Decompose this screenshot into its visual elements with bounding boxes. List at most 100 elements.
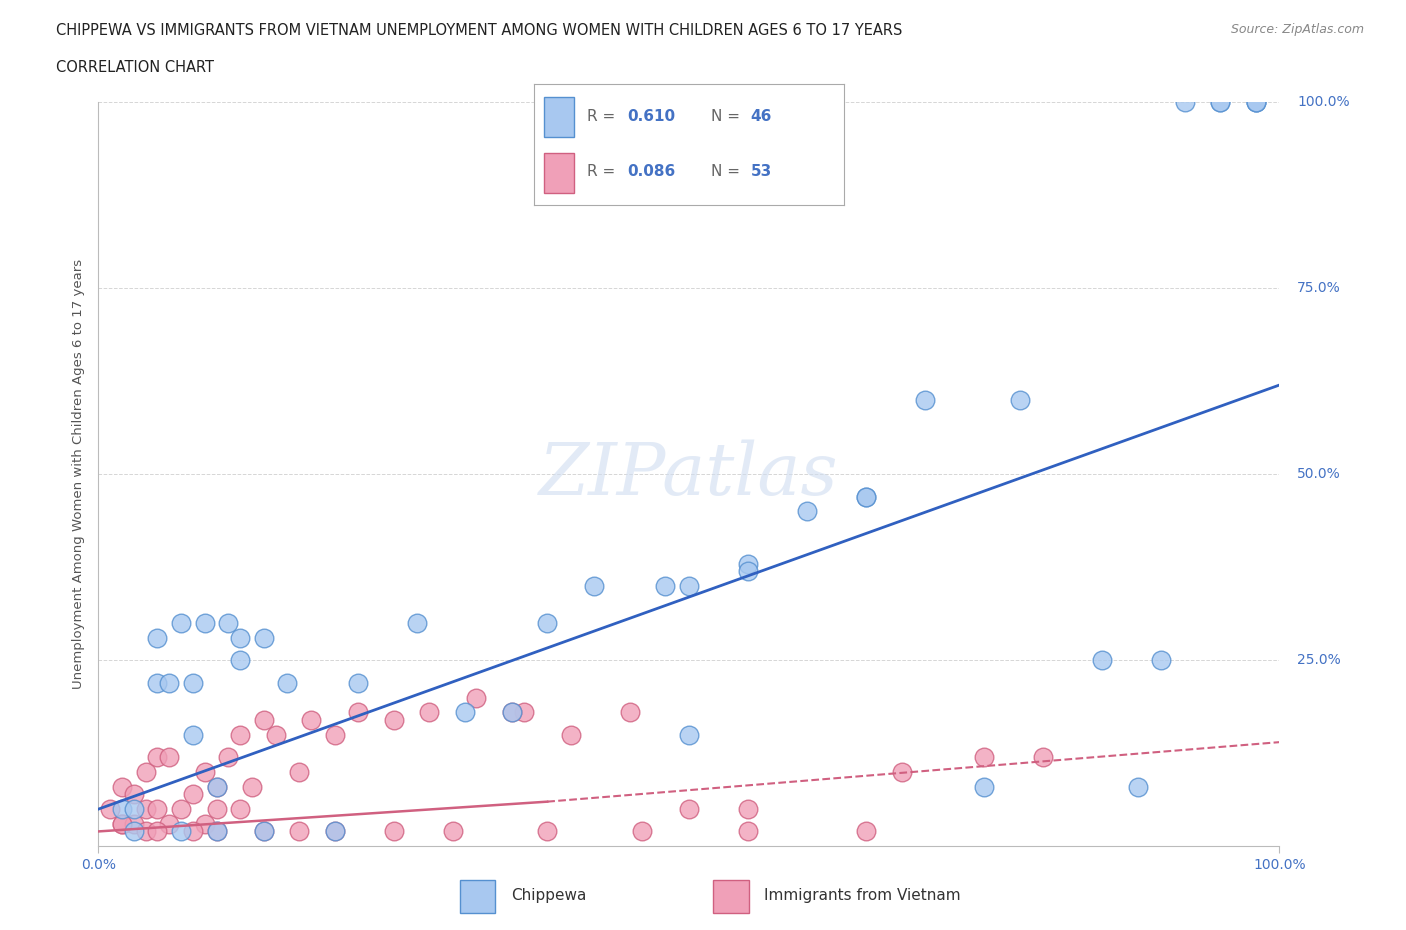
Point (229, 727, 252, 742)
Point (135, 802, 157, 817)
Point (146, 802, 169, 817)
Point (382, 712, 405, 727)
Point (122, 802, 145, 817)
Point (678, 727, 700, 742)
Text: 75.0%: 75.0% (1298, 281, 1341, 296)
Point (253, 824, 276, 839)
Text: 50.0%: 50.0% (1298, 467, 1341, 482)
Text: Immigrants from Vietnam: Immigrants from Vietnam (763, 887, 960, 903)
Point (205, 824, 228, 839)
Point (276, 675, 298, 690)
Point (678, 802, 700, 817)
Point (98, 802, 121, 817)
Point (157, 817, 180, 831)
Point (1244, 95, 1267, 110)
Point (347, 705, 370, 720)
Point (146, 824, 169, 839)
Point (323, 824, 346, 839)
Point (737, 802, 759, 817)
Y-axis label: Unemployment Among Women with Children Ages 6 to 17 years: Unemployment Among Women with Children A… (72, 259, 86, 689)
Text: 100.0%: 100.0% (1298, 95, 1350, 110)
Point (181, 824, 204, 839)
Point (253, 712, 276, 727)
Point (240, 779, 263, 794)
Text: CHIPPEWA VS IMMIGRANTS FROM VIETNAM UNEMPLOYMENT AMONG WOMEN WITH CHILDREN AGES : CHIPPEWA VS IMMIGRANTS FROM VIETNAM UNEM… (56, 23, 903, 38)
Point (229, 802, 252, 817)
Point (170, 802, 193, 817)
Point (501, 705, 523, 720)
Text: 46: 46 (751, 110, 772, 125)
Point (441, 824, 464, 839)
Point (560, 727, 582, 742)
Point (323, 727, 346, 742)
Point (890, 764, 912, 779)
Point (181, 787, 204, 802)
Point (1174, 95, 1197, 110)
Point (299, 712, 322, 727)
Point (111, 779, 134, 794)
Point (157, 750, 180, 764)
Point (418, 705, 440, 720)
Point (111, 802, 134, 817)
Point (135, 824, 157, 839)
Point (1209, 95, 1232, 110)
Point (288, 764, 311, 779)
Text: R =: R = (586, 164, 620, 179)
Point (253, 631, 276, 645)
Point (122, 824, 145, 839)
Point (501, 705, 523, 720)
Bar (544, 153, 575, 193)
Text: 0.610: 0.610 (627, 110, 675, 125)
Point (1244, 95, 1267, 110)
Point (194, 616, 217, 631)
Text: ZIPatlas: ZIPatlas (538, 439, 839, 510)
Point (914, 392, 936, 407)
Text: 53: 53 (751, 164, 772, 179)
Point (406, 616, 429, 631)
Point (973, 750, 995, 764)
Point (1126, 779, 1149, 794)
Point (288, 824, 311, 839)
Point (855, 489, 877, 504)
Point (111, 817, 134, 831)
Point (229, 653, 252, 668)
Point (122, 787, 145, 802)
Text: N =: N = (710, 164, 744, 179)
Point (205, 779, 228, 794)
Point (465, 690, 488, 705)
Point (619, 705, 641, 720)
Point (737, 564, 759, 578)
Point (194, 764, 217, 779)
Point (170, 824, 193, 839)
Point (264, 727, 287, 742)
Point (1209, 95, 1232, 110)
Point (536, 616, 558, 631)
Bar (713, 880, 748, 913)
Point (453, 705, 475, 720)
Point (678, 578, 700, 593)
Point (1008, 392, 1031, 407)
Point (146, 631, 169, 645)
Point (181, 727, 204, 742)
Text: 0.086: 0.086 (627, 164, 675, 179)
Point (1091, 653, 1114, 668)
Point (170, 616, 193, 631)
Point (122, 817, 145, 831)
Text: 25.0%: 25.0% (1298, 653, 1341, 668)
Point (630, 824, 652, 839)
Point (855, 489, 877, 504)
Text: Chippewa: Chippewa (510, 887, 586, 903)
Point (1150, 653, 1173, 668)
Point (217, 616, 239, 631)
Point (217, 750, 239, 764)
Point (135, 764, 157, 779)
Point (583, 578, 606, 593)
Point (347, 675, 370, 690)
Text: R =: R = (586, 110, 620, 125)
Point (205, 824, 228, 839)
Point (205, 802, 228, 817)
Point (512, 705, 534, 720)
Text: N =: N = (710, 110, 744, 125)
Point (796, 504, 818, 519)
Point (194, 817, 217, 831)
